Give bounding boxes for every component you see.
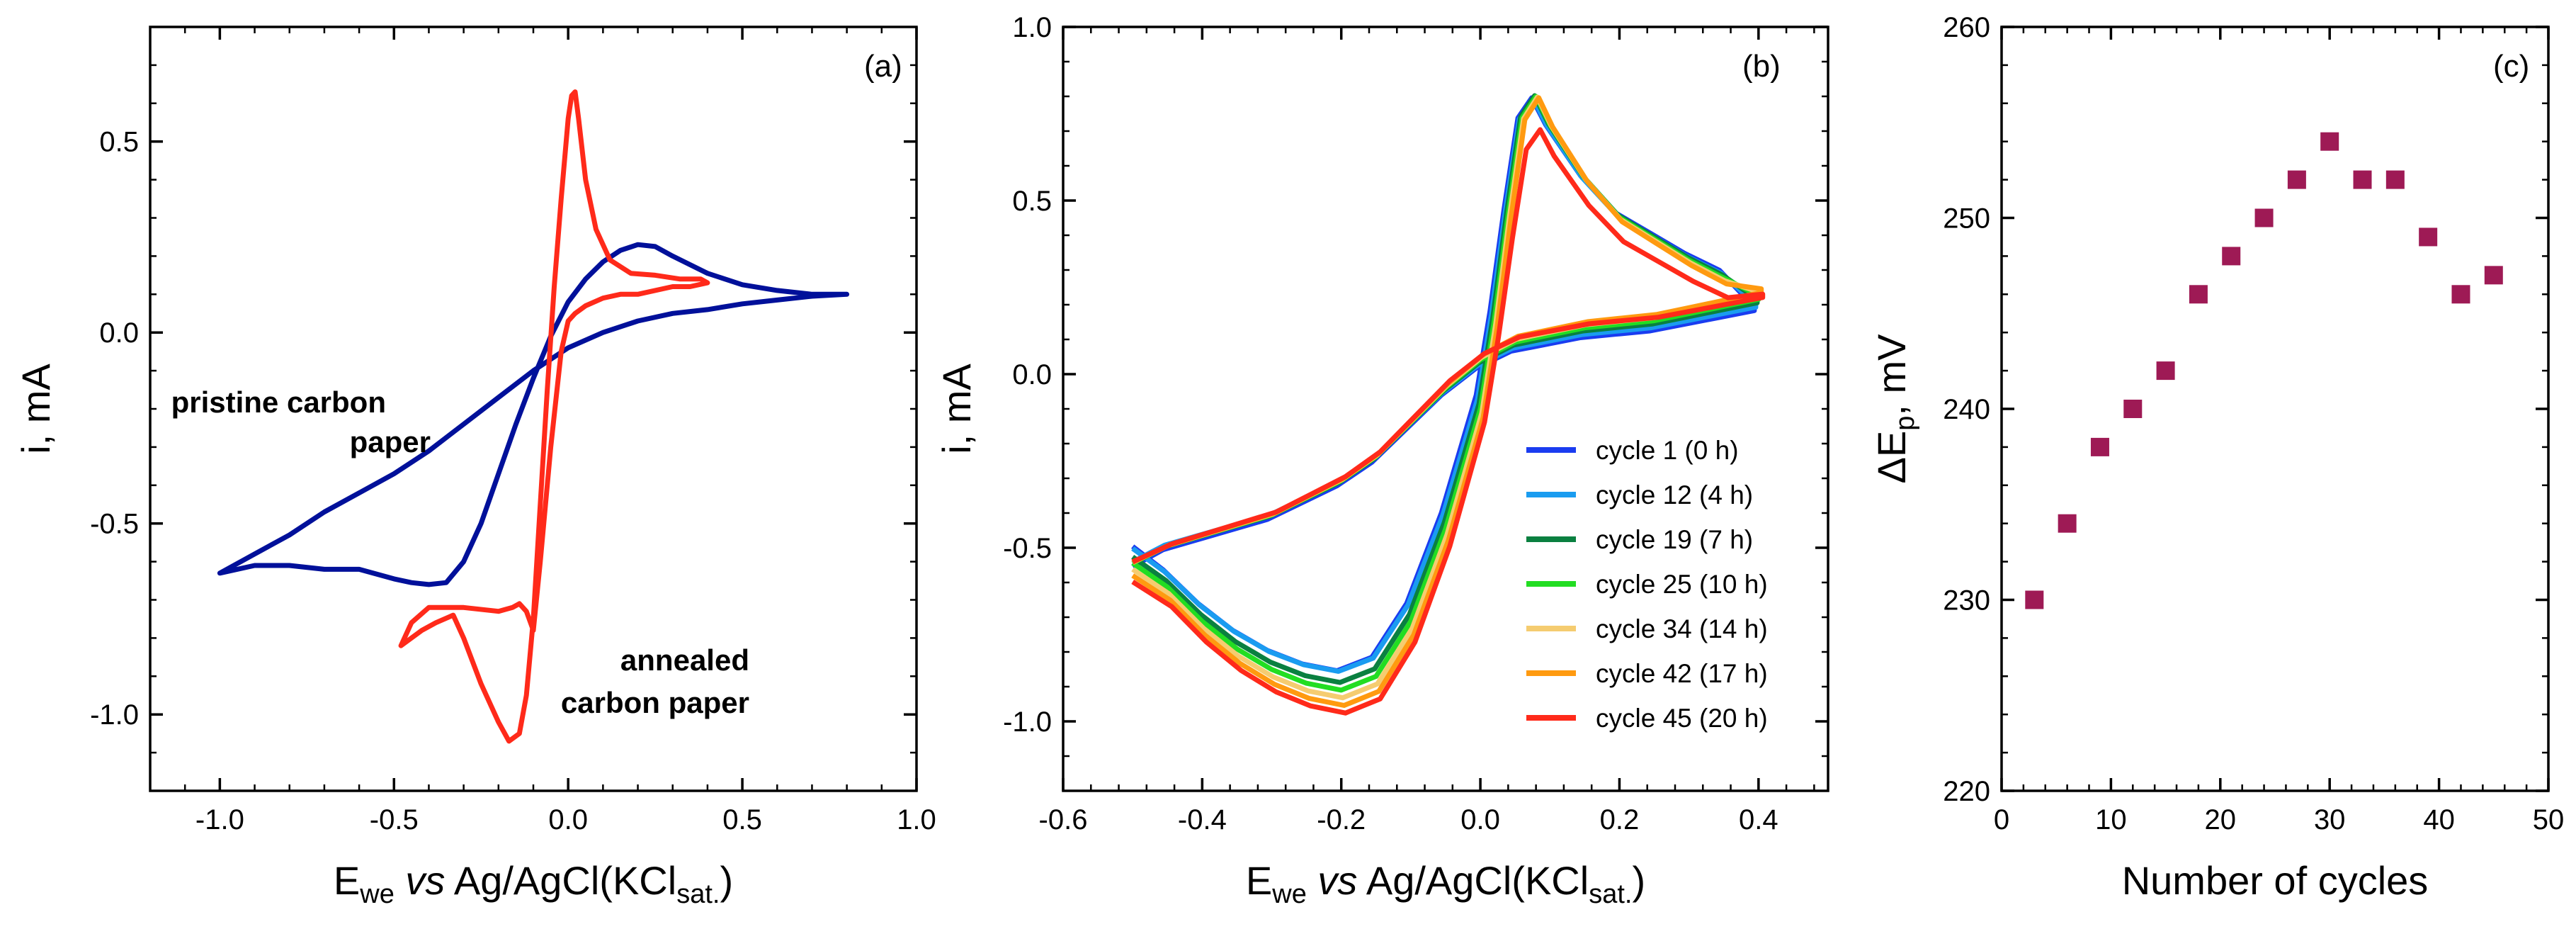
panel-b-legend: cycle 1 (0 h) cycle 12 (4 h) cycle 19 (7 h…: [1526, 436, 1768, 733]
x-tick-label: -1.0: [195, 804, 244, 835]
scatter-point: [2025, 590, 2044, 609]
scatter-point: [2254, 208, 2274, 227]
y-tick-label: 240: [1943, 394, 1990, 425]
x-tick-label: 0.0: [548, 804, 588, 835]
x-tick-label: 0.5: [722, 804, 762, 835]
x-tick-label: 20: [2205, 804, 2237, 835]
y-tick-label: -0.5: [1003, 533, 1052, 564]
x-tick-label: -0.2: [1317, 804, 1366, 835]
y-tick-label: -1.0: [90, 699, 139, 731]
y-tick-label: 1.0: [1012, 12, 1052, 43]
scatter-point: [2484, 266, 2503, 285]
panel-c-x-ticks: 0 10 20 30 40 50: [1994, 27, 2564, 835]
y-tick-label: 0.5: [1012, 186, 1052, 217]
y-tick-label: -0.5: [90, 509, 139, 540]
x-tick-label: -0.4: [1178, 804, 1227, 835]
panel-b-x-ticks: -0.6 -0.4 -0.2 0.0 0.2 0.4: [1039, 27, 1815, 835]
y-tick-label: 0.0: [1012, 359, 1052, 390]
y-tick-label: 0.5: [99, 127, 139, 158]
panel-a-y-ticks: -1.0 -0.5 0.0 0.5: [90, 26, 917, 792]
panel-a-x-ticks: -1.0 -0.5 0.0 0.5 1.0: [149, 27, 936, 835]
panel-c-y-axis-label: ΔEp, mV: [1869, 334, 1920, 484]
scatter-point: [2222, 247, 2241, 266]
scatter-point: [2451, 285, 2470, 304]
panel-a-y-axis-label: i, mA: [13, 364, 58, 454]
panel-b-cycling-cv: -1.0-0.50.00.51.0 -0.6 -0.4 -0.2 0.0 0.2 0.4 …: [934, 12, 1829, 909]
x-tick-label: 10: [2095, 804, 2127, 835]
panel-a-cv-comparison: -1.0 -0.5 0.0 0.5 -1.0 -0.5 0.0 0.5 1.0 (a) pri…: [13, 26, 936, 909]
panel-b-y-axis-label: i, mA: [934, 364, 979, 454]
x-tick-label: 40: [2423, 804, 2455, 835]
cv-curve-pristine: [217, 242, 850, 587]
y-tick-label: 0.0: [99, 317, 139, 349]
panel-a-plot-area: [217, 89, 850, 744]
panel-a-label: (a): [864, 49, 902, 84]
y-tick-label: 260: [1943, 12, 1990, 43]
x-tick-label: -0.6: [1039, 804, 1088, 835]
scatter-point: [2058, 514, 2077, 533]
scatter-point: [2320, 132, 2339, 151]
cv-curve-cycle: [1131, 94, 1763, 701]
y-tick-label: 220: [1943, 776, 1990, 807]
x-tick-label: 0.0: [1460, 804, 1500, 835]
panel-c-y-ticks: 220 230 240 250 260: [1943, 12, 2548, 807]
scatter-point: [2090, 437, 2109, 456]
annotation-annealed-line1: annealed: [620, 643, 749, 677]
scatter-point: [2123, 400, 2143, 418]
cv-curve-annealed: [398, 89, 710, 744]
x-tick-label: 1.0: [897, 804, 936, 835]
annotation-pristine-line1: pristine carbon: [171, 385, 386, 419]
x-tick-label: 30: [2314, 804, 2346, 835]
legend-label: cycle 42 (17 h): [1596, 659, 1768, 688]
x-tick-label: 50: [2533, 804, 2565, 835]
legend-label: cycle 19 (7 h): [1596, 525, 1753, 554]
scatter-point: [2287, 170, 2306, 189]
x-tick-label: 0: [1994, 804, 2009, 835]
legend-label: cycle 12 (4 h): [1596, 480, 1753, 509]
panel-b-y-ticks: -1.0 -0.5 0.0 0.5 1.0: [1003, 12, 1828, 792]
y-tick-label: 230: [1943, 585, 1990, 616]
annotation-pristine-line2: paper: [350, 425, 431, 458]
legend-label: cycle 45 (20 h): [1596, 704, 1768, 733]
panel-c-x-axis-label: Number of cycles: [2122, 858, 2429, 903]
legend-label: cycle 1 (0 h): [1596, 436, 1739, 465]
panel-c-label: (c): [2493, 49, 2529, 84]
panel-b-x-axis-label: Ewe vs Ag/AgCl(KClsat.): [1246, 858, 1645, 909]
scatter-point: [2189, 285, 2208, 304]
y-tick-label: 250: [1943, 203, 1990, 235]
scatter-point: [2353, 170, 2372, 189]
x-tick-label: -0.5: [370, 804, 419, 835]
scatter-point: [2156, 361, 2175, 381]
panel-c-frame: [2000, 26, 2550, 792]
annotation-annealed-line2: carbon paper: [561, 686, 749, 719]
x-tick-label: 0.2: [1600, 804, 1640, 835]
scatter-point: [2419, 227, 2438, 247]
y-tick-label: -1.0: [1003, 706, 1052, 738]
panel-b-plot-area: [1131, 93, 1766, 716]
panel-c-plot-area: [2025, 132, 2503, 609]
panel-b-label: (b): [1742, 49, 1781, 84]
scatter-point: [2385, 170, 2405, 189]
legend-label: cycle 25 (10 h): [1596, 570, 1768, 599]
cv-curve-cycle: [1131, 127, 1766, 716]
x-tick-label: 0.4: [1739, 804, 1778, 835]
panel-a-x-axis-label: Ewe vs Ag/AgCl(KClsat.): [334, 858, 733, 909]
legend-label: cycle 34 (14 h): [1596, 614, 1768, 643]
